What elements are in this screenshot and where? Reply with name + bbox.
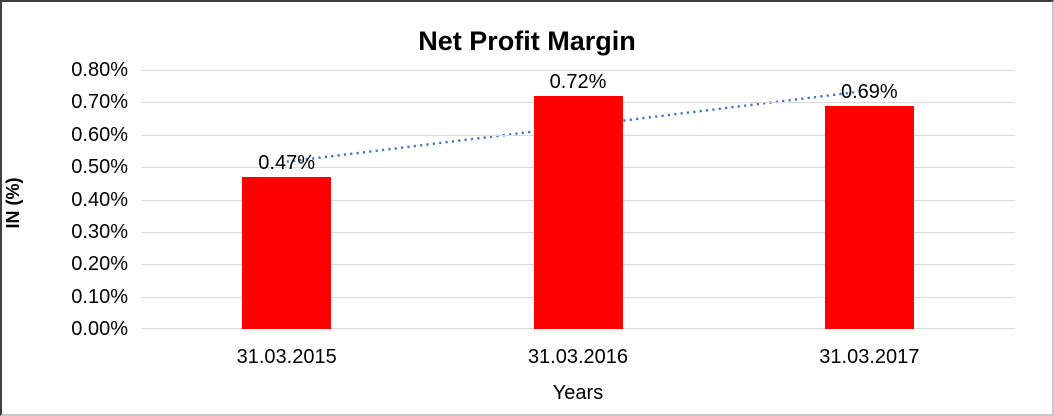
y-tick-label: 0.00% bbox=[71, 318, 128, 340]
bar-value-label: 0.69% bbox=[840, 80, 898, 103]
bar-value-label: 0.47% bbox=[258, 151, 316, 174]
gridline bbox=[141, 70, 1015, 71]
chart-title: Net Profit Margin bbox=[418, 26, 636, 56]
y-tick-label: 0.10% bbox=[71, 285, 128, 308]
bar bbox=[824, 105, 914, 329]
x-tick-label: 31.03.2015 bbox=[236, 346, 337, 368]
y-tick-label: 0.80% bbox=[71, 59, 128, 81]
y-tick-label: 0.50% bbox=[71, 156, 128, 179]
trendline bbox=[286, 89, 870, 163]
x-tick-label: 31.03.2016 bbox=[527, 346, 629, 368]
y-tick-label: 0.40% bbox=[71, 188, 128, 211]
y-tick-label: 0.60% bbox=[71, 123, 128, 146]
plot-area bbox=[141, 70, 1015, 329]
y-tick-label: 0.30% bbox=[71, 220, 128, 243]
trendline-path bbox=[286, 89, 870, 163]
x-tick-label: 31.03.2017 bbox=[819, 346, 920, 368]
x-axis-title: Years bbox=[552, 382, 604, 404]
bar bbox=[533, 95, 623, 329]
y-tick-label: 0.20% bbox=[71, 253, 128, 276]
y-tick-label: 0.70% bbox=[71, 91, 128, 114]
bar bbox=[242, 176, 332, 329]
bar-value-label: 0.72% bbox=[549, 70, 607, 93]
